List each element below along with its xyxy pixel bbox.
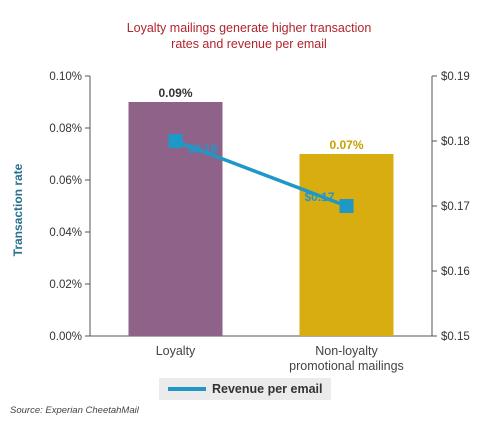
revenue-line: $0.18 $0.17 xyxy=(168,134,354,213)
bar xyxy=(299,154,394,336)
revenue-point xyxy=(339,199,354,213)
category-label: Non-loyalty xyxy=(315,344,378,358)
revenue-point-label: $0.17 xyxy=(304,190,334,204)
legend: Revenue per email xyxy=(159,378,331,400)
right-tick-label: $0.15 xyxy=(441,331,470,343)
y-axis-label: Transaction rate xyxy=(11,163,25,256)
legend-box xyxy=(159,378,331,400)
bars: 0.09% 0.07% xyxy=(128,86,394,336)
revenue-line-path xyxy=(174,139,348,208)
left-tick-label: 0.02% xyxy=(49,279,82,291)
chart-title-line-1: Loyalty mailings generate higher transac… xyxy=(127,21,372,35)
left-tick-label: 0.00% xyxy=(49,331,82,343)
left-tick-label: 0.04% xyxy=(49,227,82,239)
legend-label: Revenue per email xyxy=(212,382,322,396)
category-label: promotional mailings xyxy=(289,359,404,373)
right-tick-label: $0.18 xyxy=(441,136,470,148)
left-axis-ticks: 0.00% 0.02% 0.04% 0.06% 0.08% 0.10% xyxy=(49,71,90,343)
right-axis-ticks: $0.15 $0.16 $0.17 $0.18 $0.19 xyxy=(432,71,470,343)
bar-value-label: 0.09% xyxy=(158,86,192,100)
right-tick-label: $0.17 xyxy=(441,201,470,213)
left-tick-label: 0.08% xyxy=(49,123,82,135)
category-label: Loyalty xyxy=(156,344,196,358)
right-tick-label: $0.19 xyxy=(441,71,470,83)
revenue-point xyxy=(168,134,183,148)
left-tick-label: 0.06% xyxy=(49,175,82,187)
right-tick-label: $0.16 xyxy=(441,266,470,278)
bar-value-label: 0.07% xyxy=(329,138,363,152)
left-tick-label: 0.10% xyxy=(49,71,82,83)
chart-title-line-2: rates and revenue per email xyxy=(171,37,327,51)
revenue-point-label: $0.18 xyxy=(188,142,218,156)
source-note: Source: Experian CheetahMail xyxy=(10,405,140,416)
